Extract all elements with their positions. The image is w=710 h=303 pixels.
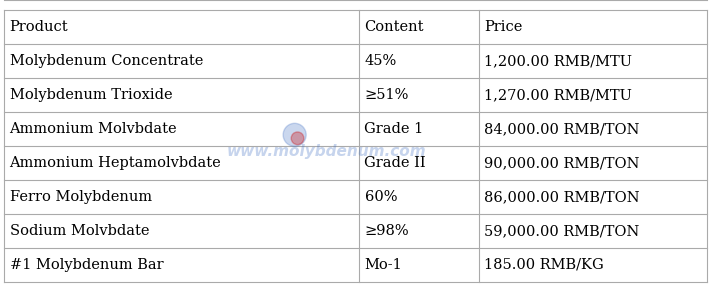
Text: Price: Price bbox=[484, 20, 523, 34]
Text: www.molybdenum.com: www.molybdenum.com bbox=[226, 144, 427, 159]
Text: Ammonium Molvbdate: Ammonium Molvbdate bbox=[9, 122, 177, 136]
Text: 185.00 RMB/KG: 185.00 RMB/KG bbox=[484, 258, 604, 272]
Text: 90,000.00 RMB/TON: 90,000.00 RMB/TON bbox=[484, 156, 640, 170]
Text: Molybdenum Trioxide: Molybdenum Trioxide bbox=[9, 88, 172, 102]
Text: 59,000.00 RMB/TON: 59,000.00 RMB/TON bbox=[484, 224, 640, 238]
Text: Content: Content bbox=[364, 20, 424, 34]
Text: Molybdenum Concentrate: Molybdenum Concentrate bbox=[9, 54, 203, 68]
Text: 84,000.00 RMB/TON: 84,000.00 RMB/TON bbox=[484, 122, 640, 136]
Text: Ferro Molybdenum: Ferro Molybdenum bbox=[9, 190, 152, 204]
Text: Sodium Molvbdate: Sodium Molvbdate bbox=[9, 224, 149, 238]
Text: Grade II: Grade II bbox=[364, 156, 426, 170]
Text: ≥98%: ≥98% bbox=[364, 224, 409, 238]
Circle shape bbox=[283, 123, 306, 146]
Text: Product: Product bbox=[9, 20, 68, 34]
Text: 60%: 60% bbox=[364, 190, 397, 204]
Text: 45%: 45% bbox=[364, 54, 397, 68]
Text: 1,270.00 RMB/MTU: 1,270.00 RMB/MTU bbox=[484, 88, 633, 102]
Text: 86,000.00 RMB/TON: 86,000.00 RMB/TON bbox=[484, 190, 640, 204]
Text: Grade 1: Grade 1 bbox=[364, 122, 424, 136]
Text: Ammonium Heptamolvbdate: Ammonium Heptamolvbdate bbox=[9, 156, 222, 170]
Text: #1 Molybdenum Bar: #1 Molybdenum Bar bbox=[9, 258, 163, 272]
Text: ≥51%: ≥51% bbox=[364, 88, 409, 102]
Circle shape bbox=[291, 132, 304, 145]
Text: 1,200.00 RMB/MTU: 1,200.00 RMB/MTU bbox=[484, 54, 633, 68]
Text: Mo-1: Mo-1 bbox=[364, 258, 403, 272]
